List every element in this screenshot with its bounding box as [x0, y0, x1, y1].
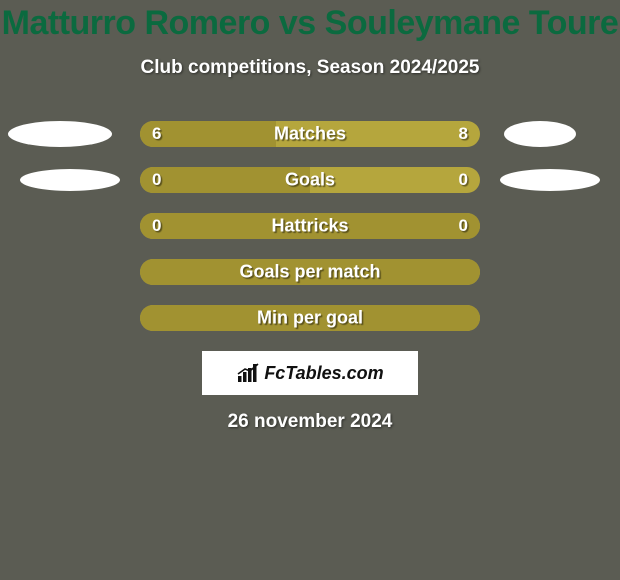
player-left-bubble — [8, 121, 112, 147]
stat-label: Min per goal — [140, 308, 480, 329]
stat-label: Goals — [140, 170, 480, 191]
player-right-bubble — [504, 121, 576, 147]
chart-icon — [236, 362, 260, 384]
stat-bar: Goals per match — [140, 259, 480, 285]
brand-logo[interactable]: FcTables.com — [202, 351, 418, 395]
stat-row: Goals per match — [0, 259, 620, 285]
stat-bar: 68Matches — [140, 121, 480, 147]
player-right-bubble — [500, 169, 600, 191]
stat-row: 68Matches — [0, 121, 620, 147]
stat-bar: 00Hattricks — [140, 213, 480, 239]
stat-bar: Min per goal — [140, 305, 480, 331]
page-title: Matturro Romero vs Souleymane Toure — [0, 0, 620, 43]
stat-label: Matches — [140, 124, 480, 145]
player-left-bubble — [20, 169, 120, 191]
comparison-card: Matturro Romero vs Souleymane Toure Club… — [0, 0, 620, 580]
brand-text: FcTables.com — [264, 363, 383, 384]
stat-rows: 68Matches 00Goals 00Hattricks Goals per mat… — [0, 121, 620, 331]
stat-row: Min per goal — [0, 305, 620, 331]
stat-label: Hattricks — [140, 216, 480, 237]
date-label: 26 november 2024 — [0, 411, 620, 433]
stat-row: 00Hattricks — [0, 213, 620, 239]
stat-label: Goals per match — [140, 262, 480, 283]
stat-row: 00Goals — [0, 167, 620, 193]
stat-bar: 00Goals — [140, 167, 480, 193]
subtitle: Club competitions, Season 2024/2025 — [0, 57, 620, 79]
